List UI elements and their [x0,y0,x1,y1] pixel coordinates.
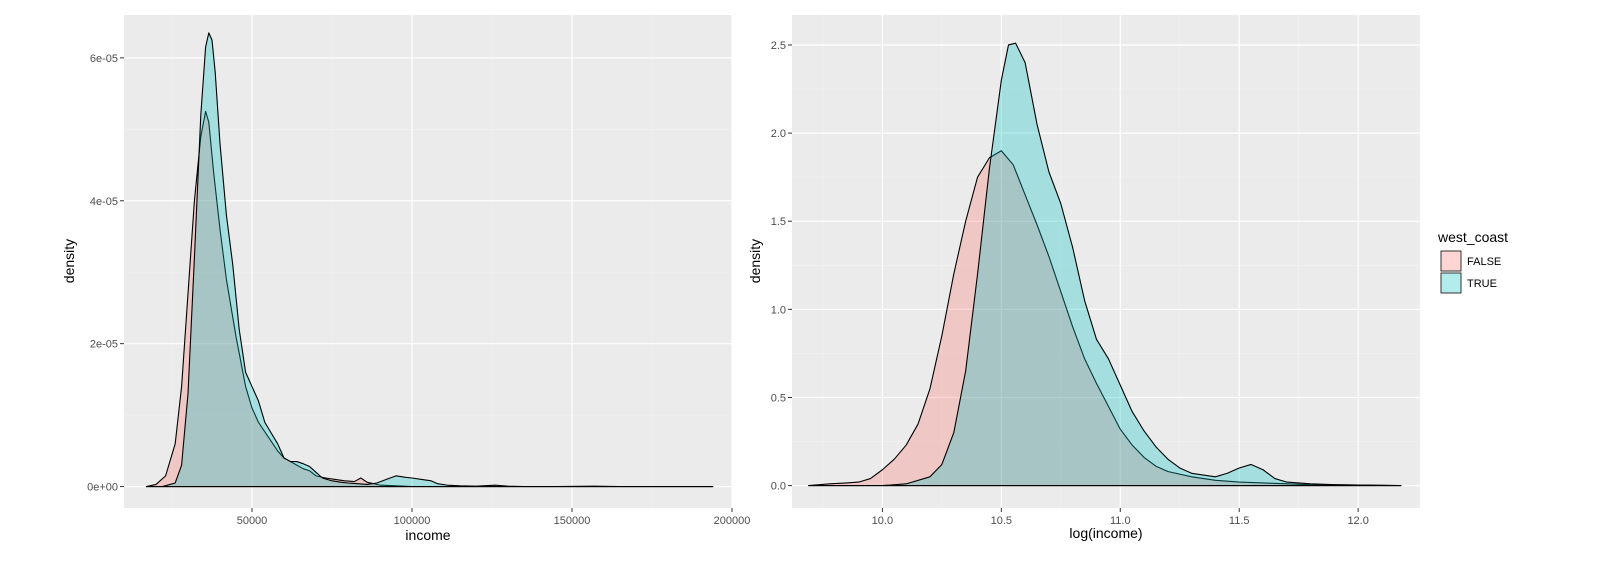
legend-label-false: FALSE [1467,256,1501,268]
log-income-density-panel: 10.0 10.5 11.0 11.5 12.0 0.0 0.5 1.0 1.5 2.0 2.5 lo… [747,15,1420,541]
legend-title: west_coast [1437,229,1508,245]
legend-key-true [1440,272,1462,294]
y-tick-label: 6e-05 [90,53,118,65]
density-area-true [145,32,714,488]
x-tick-label: 11.5 [1229,515,1250,527]
y-tick-label: 2.5 [771,40,786,52]
density-area-false [808,150,1402,487]
legend: west_coast FALSE TRUE [1437,229,1508,294]
panel-background [124,15,732,508]
y-axis-title: density [61,239,77,283]
y-tick-label: 2.0 [771,128,786,140]
x-tick-label: 12.0 [1347,515,1368,527]
legend-label-true: TRUE [1467,278,1497,290]
density-area-true [808,42,1402,487]
x-tick-label: 10.0 [872,515,893,527]
y-tick-label: 2e-05 [90,339,118,351]
x-tick-label: 150000 [554,515,591,527]
y-tick-label: 0.5 [771,392,786,404]
y-axis-title: density [747,239,763,283]
x-tick-label: 50000 [237,515,268,527]
y-tick-label: 0.0 [771,481,786,493]
x-tick-label: 11.0 [1110,515,1131,527]
x-tick-label: 10.5 [991,515,1012,527]
x-tick-label: 200000 [714,515,751,527]
x-axis-title: income [405,527,450,543]
y-tick-label: 0e+00 [87,482,118,494]
y-tick-label: 4e-05 [90,196,118,208]
legend-key-false [1440,250,1462,272]
y-tick-label: 1.5 [771,216,786,228]
panel-background [792,15,1420,508]
y-tick-label: 1.0 [771,304,786,316]
x-tick-label: 100000 [394,515,431,527]
x-axis-title: log(income) [1069,525,1142,541]
income-density-panel: 50000 100000 150000 200000 0e+00 2e-05 4e-05 6e… [61,15,750,543]
